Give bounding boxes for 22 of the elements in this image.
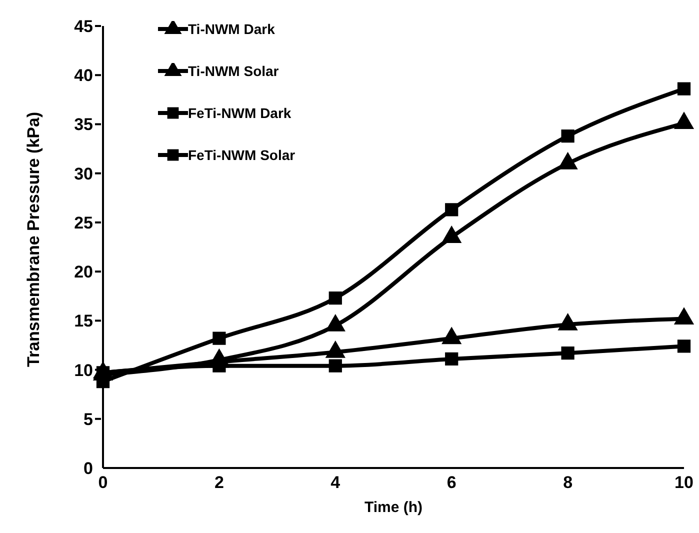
y-tick-label: 35 [74,115,93,134]
y-axis-title: Transmembrane Pressure (kPa) [24,112,44,367]
y-tick-label: 0 [84,459,93,478]
legend-label: FeTi-NWM Dark [188,105,292,121]
y-tick-label: 20 [74,262,93,282]
x-tick-label: 2 [214,473,224,492]
x-tick-label: 8 [563,473,573,492]
y-tick-label: 30 [74,164,93,184]
y-tick-label: 25 [74,213,93,232]
x-tick-label: 0 [98,473,108,492]
x-tick-label: 10 [674,473,694,492]
y-tick-label: 40 [74,66,93,86]
legend-label: FeTi-NWM Solar [188,147,296,163]
x-axis-title: Time (h) [364,499,423,516]
x-tick-label: 4 [330,473,341,492]
legend-label: Ti-NWM Solar [188,63,279,79]
legend-label: Ti-NWM Dark [188,21,275,37]
y-tick-label: 15 [74,312,93,331]
y-tick-label: 45 [74,17,93,36]
y-tick-label: 10 [74,360,93,380]
x-tick-label: 6 [446,473,456,492]
y-tick-label: 5 [84,410,93,429]
